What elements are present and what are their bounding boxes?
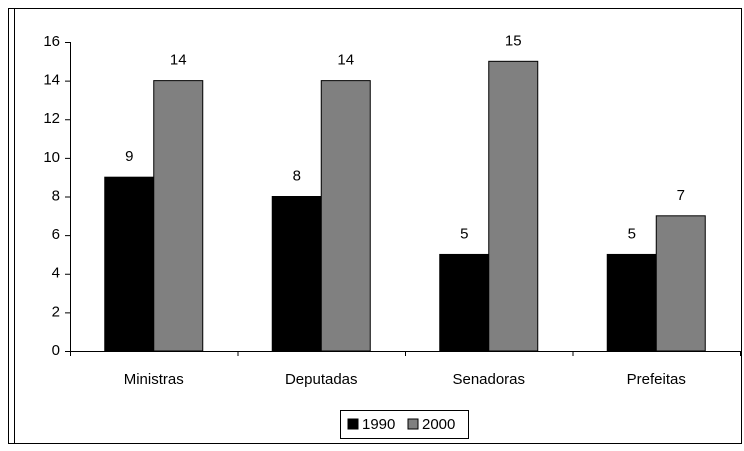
y-tick-label: 2	[52, 303, 60, 320]
data-label: 5	[628, 225, 636, 242]
bar	[153, 80, 204, 352]
legend-label: 2000	[422, 416, 455, 433]
y-tick-label: 0	[52, 342, 60, 359]
data-label: 9	[125, 148, 133, 165]
legend-swatch	[407, 418, 419, 430]
bar	[271, 196, 322, 352]
y-tick-label: 4	[52, 265, 60, 282]
data-label: 14	[170, 52, 187, 69]
data-label: 14	[337, 52, 354, 69]
legend-box	[340, 410, 469, 439]
data-label: 7	[677, 187, 685, 204]
y-tick-label: 16	[43, 33, 60, 50]
data-label: 8	[293, 167, 301, 184]
y-tick-label: 14	[43, 72, 60, 89]
data-label: 15	[505, 32, 522, 49]
y-tick-label: 6	[52, 226, 60, 243]
x-tick-label: Deputadas	[285, 371, 358, 388]
legend-swatch	[347, 418, 359, 430]
y-tick-label: 12	[43, 110, 60, 127]
x-tick-label: Ministras	[124, 371, 184, 388]
y-tick-label: 10	[43, 149, 60, 166]
legend-label: 1990	[362, 416, 395, 433]
x-tick-label: Senadoras	[452, 371, 525, 388]
outer-frame	[8, 8, 742, 444]
y-tick-label: 8	[52, 187, 60, 204]
bar	[439, 253, 490, 352]
bar	[320, 80, 371, 352]
bar	[655, 215, 706, 352]
bar	[606, 253, 657, 352]
bar	[104, 176, 155, 352]
x-tick-label: Prefeitas	[627, 371, 686, 388]
data-label: 5	[460, 225, 468, 242]
bar	[488, 60, 539, 352]
